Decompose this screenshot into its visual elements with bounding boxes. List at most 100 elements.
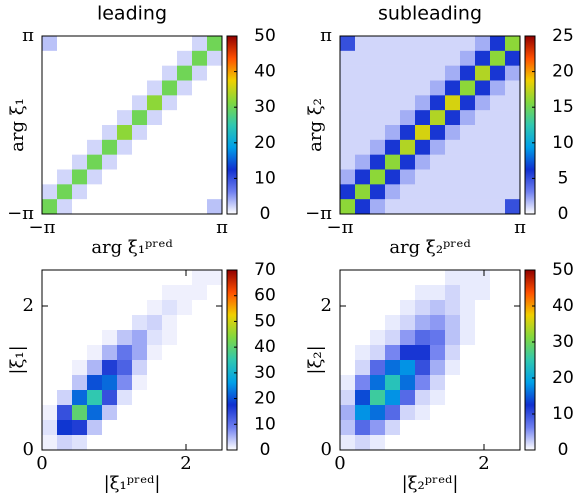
heat-cell <box>72 125 88 141</box>
colorbar-tick-label: 0 <box>558 440 569 460</box>
y-tick-label: −π <box>7 203 34 224</box>
heat-cell <box>370 285 386 301</box>
heat-cell <box>355 360 371 376</box>
heat-cell <box>445 420 461 436</box>
colorbar-tick-label: 30 <box>552 332 574 352</box>
heat-cell <box>147 345 163 361</box>
heat-cell <box>147 330 163 346</box>
heat-cell <box>400 95 416 111</box>
heat-cell <box>192 285 208 301</box>
heat-cell <box>102 375 118 391</box>
heat-cell <box>445 435 461 451</box>
heat-cell <box>445 360 461 376</box>
heat-cell <box>42 169 58 185</box>
heat-cell <box>445 36 461 52</box>
y-tick-label: π <box>320 25 332 46</box>
x-tick-label: 0 <box>334 453 345 474</box>
heat-cell <box>102 65 118 81</box>
heat-cell <box>102 435 118 451</box>
heat-cell <box>340 65 356 81</box>
heat-cell <box>132 390 148 406</box>
heat-cell <box>460 270 476 286</box>
colorbar-tick-label: 30 <box>254 97 276 117</box>
heat-cell <box>72 154 88 170</box>
heat-cell <box>370 435 386 451</box>
heat-cell <box>415 65 431 81</box>
heat-cell <box>72 65 88 81</box>
heat-cell <box>460 95 476 111</box>
heat-cell <box>340 405 356 421</box>
plot-frame <box>41 35 223 215</box>
heat-cell <box>42 435 58 451</box>
heat-cell <box>415 300 431 316</box>
heat-cell <box>415 50 431 66</box>
heat-cell <box>57 50 73 66</box>
heat-cell <box>162 345 178 361</box>
heat-cell <box>72 345 88 361</box>
heat-cell <box>355 315 371 331</box>
heat-cell <box>385 375 401 391</box>
heat-cell <box>87 405 103 421</box>
heat-cell <box>385 80 401 96</box>
heat-cell <box>87 435 103 451</box>
heat-cell <box>57 315 73 331</box>
y-tick-label: 0 <box>23 439 34 460</box>
heat-cell <box>147 154 163 170</box>
heat-cell <box>400 330 416 346</box>
colorbar-tick-label: 70 <box>254 260 276 280</box>
heat-cell <box>177 405 193 421</box>
heat-cell <box>475 375 491 391</box>
heat-cell <box>370 345 386 361</box>
heat-cell <box>117 285 133 301</box>
heat-cell <box>117 65 133 81</box>
heat-cell <box>490 139 506 155</box>
heat-cell <box>505 95 521 111</box>
heat-cell <box>505 360 521 376</box>
heat-cell <box>207 125 223 141</box>
heat-cell <box>355 285 371 301</box>
heat-cell <box>445 95 461 111</box>
heat-cell <box>445 139 461 155</box>
heat-cell <box>490 184 506 200</box>
heat-cell <box>430 405 446 421</box>
heat-cell <box>400 345 416 361</box>
heat-cell <box>430 199 446 215</box>
heat-cell <box>57 345 73 361</box>
colorbar-tick-label: 10 <box>254 414 276 434</box>
colorbar-tick-label: 20 <box>254 133 276 153</box>
heat-cell <box>177 199 193 215</box>
heat-cell <box>445 110 461 126</box>
heat-cell <box>192 420 208 436</box>
heat-cell <box>430 36 446 52</box>
heat-cell <box>505 50 521 66</box>
colorbar-tick-label: 0 <box>260 204 271 224</box>
heat-cell <box>340 375 356 391</box>
heat-cell <box>132 154 148 170</box>
heat-cell <box>415 345 431 361</box>
plot-frame <box>339 35 521 215</box>
heat-cell <box>57 435 73 451</box>
heat-cell <box>162 315 178 331</box>
heat-cell <box>490 390 506 406</box>
heat-cell <box>475 390 491 406</box>
heat-cell <box>162 125 178 141</box>
y-tick-label: 2 <box>321 295 332 316</box>
heat-cell <box>147 36 163 52</box>
heat-cell <box>460 300 476 316</box>
heat-cell <box>490 50 506 66</box>
heat-cell <box>192 139 208 155</box>
heat-cell <box>57 125 73 141</box>
heat-cell <box>87 65 103 81</box>
colorbar-tick-label: 50 <box>254 311 276 331</box>
x-tick-label: −π <box>29 217 56 238</box>
heat-cell <box>177 169 193 185</box>
heat-cell <box>162 405 178 421</box>
heat-cell <box>57 80 73 96</box>
heat-cell <box>415 154 431 170</box>
heat-cell <box>355 80 371 96</box>
heat-cell <box>370 80 386 96</box>
x-axis-label: arg ξ₁ᵖʳᵉᵈ <box>91 237 172 258</box>
heat-cell <box>355 139 371 155</box>
heat-cell <box>340 110 356 126</box>
panel-title: leading <box>97 3 167 25</box>
